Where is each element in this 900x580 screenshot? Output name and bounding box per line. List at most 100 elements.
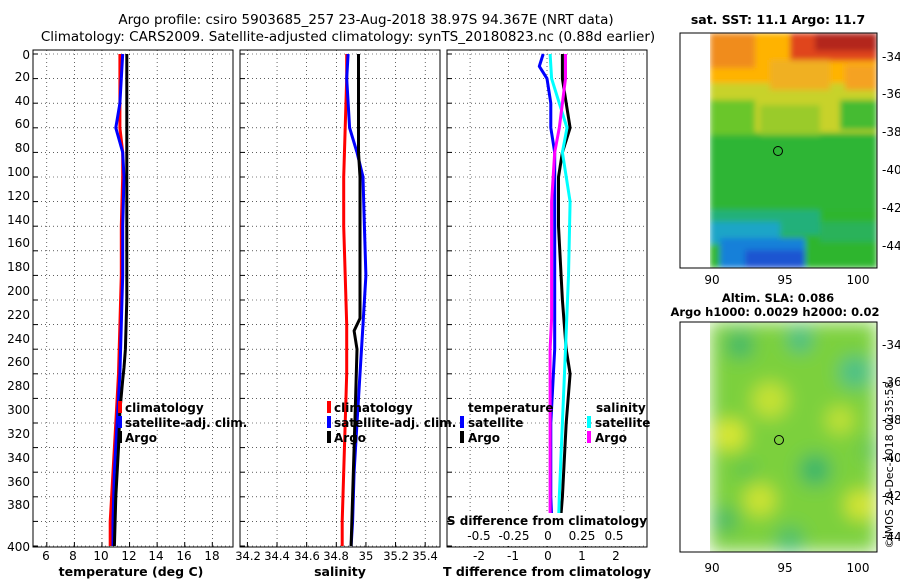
series-s-argo — [548, 54, 567, 546]
sla-lat-tick-label: -34 — [882, 338, 900, 352]
legend-label-t-satellite: satellite — [468, 416, 523, 430]
depth-tick-label: 80 — [15, 141, 30, 155]
sla-lat-tick-label: -36 — [882, 375, 900, 389]
sst-lat-tick-label: -38 — [882, 125, 900, 139]
legend-title-temperature: temperature — [468, 401, 553, 415]
salinity-tick-label: 34.8 — [323, 549, 349, 563]
depth-tick-label: 180 — [7, 260, 30, 274]
salinity-tick-label: 34.2 — [235, 549, 261, 563]
s-diff-axis-label: S difference from climatology — [447, 514, 647, 528]
sla-map-x-ticks: 90 95 100 — [704, 561, 869, 575]
legend-title-salinity: salinity — [596, 401, 646, 415]
t-diff-tick-label: 2 — [612, 549, 620, 563]
sst-lat-tick-label: -36 — [882, 87, 900, 101]
sst-lat-tick-label: -34 — [882, 50, 900, 64]
legend-label-s-satellite: satellite — [595, 416, 650, 430]
depth-tick-label: 20 — [15, 70, 30, 84]
imos-credit: ©IMOS 20-Dec-2018 02:35:58 — [883, 382, 896, 549]
depth-tick-label: 300 — [7, 403, 30, 417]
depth-tick-label: 200 — [7, 284, 30, 298]
depth-tick-label: 60 — [15, 117, 30, 131]
sst-lat-tick-label: -42 — [882, 201, 900, 215]
sla-map-image — [680, 322, 877, 552]
depth-tick-label: 100 — [7, 165, 30, 179]
salinity-x-label: salinity — [314, 564, 366, 579]
sst-lon-tick-label: 90 — [704, 273, 719, 287]
t-diff-tick-label: 1 — [578, 549, 586, 563]
depth-tick-label: 0 — [22, 48, 30, 62]
salinity-tick-label: 34.6 — [294, 549, 320, 563]
depth-tick-label: 340 — [7, 451, 30, 465]
legend-label-satellite: satellite-adj. clim. — [125, 416, 247, 430]
depth-axis: 0 20 40 60 80 100 120 140 160 180 200 22… — [7, 48, 30, 554]
temperature-tick-label: 12 — [121, 549, 136, 563]
legend-label-argo: Argo — [125, 431, 157, 445]
temperature-tick-label: 8 — [69, 549, 77, 563]
legend-swatch-argo — [118, 431, 122, 443]
salinity-legend: climatology satellite-adj. clim. Argo — [327, 401, 456, 445]
sst-lon-tick-label: 100 — [847, 273, 870, 287]
legend-swatch-argo — [327, 431, 331, 443]
difference-x-ticks: -2 -1 0 1 2 — [473, 549, 620, 563]
depth-tick-label: 240 — [7, 332, 30, 346]
t-diff-tick-label: -2 — [473, 549, 485, 563]
series-argo — [349, 54, 362, 547]
series-satellite-adj-clim- — [111, 53, 126, 546]
t-diff-tick-label: 0 — [544, 549, 552, 563]
s-diff-axis-ticks: -0.5 -0.25 0 0.25 0.5 — [467, 529, 623, 543]
temperature-panel-frame — [32, 49, 234, 548]
series-s-satellite — [548, 53, 572, 547]
depth-tick-label: 320 — [7, 427, 30, 441]
difference-legend-salinity: salinity satellite Argo — [587, 401, 650, 445]
depth-tick-label: 40 — [15, 94, 30, 108]
depth-tick-label: 380 — [7, 498, 30, 512]
s-diff-tick-label: -0.25 — [498, 529, 529, 543]
temperature-tick-label: 6 — [42, 549, 50, 563]
sst-lat-tick-label: -44 — [882, 239, 900, 253]
salinity-tick-label: 35 — [359, 549, 374, 563]
sla-map-y-ticks: -34 -36 -38 -40 -42 -44 — [882, 338, 900, 544]
legend-label-satellite: satellite-adj. clim. — [334, 416, 456, 430]
temperature-tick-label: 16 — [176, 549, 191, 563]
s-diff-tick-label: -0.5 — [467, 529, 490, 543]
sst-lat-tick-label: -40 — [882, 163, 900, 177]
s-diff-tick-label: 0.25 — [569, 529, 596, 543]
sla-lat-tick-label: -40 — [882, 451, 900, 465]
legend-swatch-s-satellite — [587, 416, 591, 428]
sla-lon-tick-label: 95 — [777, 561, 792, 575]
depth-tick-label: 280 — [7, 379, 30, 393]
sst-map-frame — [679, 32, 878, 269]
temperature-legend: climatology satellite-adj. clim. Argo — [118, 401, 247, 445]
legend-label-climatology: climatology — [125, 401, 204, 415]
sla-lon-tick-label: 90 — [704, 561, 719, 575]
t-diff-x-label: T difference from climatology — [443, 564, 651, 579]
legend-swatch-climatology — [327, 401, 331, 413]
depth-tick-label: 160 — [7, 236, 30, 250]
salinity-panel-frame — [239, 49, 441, 548]
sla-lat-tick-label: -44 — [882, 530, 900, 544]
difference-legend-temperature: temperature satellite Argo — [460, 401, 553, 445]
temperature-tick-label: 10 — [93, 549, 108, 563]
t-diff-tick-label: -1 — [507, 549, 519, 563]
temperature-tick-label: 18 — [204, 549, 219, 563]
series-climatology — [340, 54, 349, 546]
sla-map-title-line2: Argo h1000: 0.0029 h2000: 0.02 — [670, 305, 879, 319]
sst-map-title: sat. SST: 11.1 Argo: 11.7 — [691, 12, 865, 27]
sst-map-y-ticks: -34 -36 -38 -40 -42 -44 — [882, 50, 900, 253]
depth-tick-label: 360 — [7, 475, 30, 489]
depth-tick-label: 220 — [7, 308, 30, 322]
depth-tick-label: 400 — [7, 540, 30, 554]
legend-label-climatology: climatology — [334, 401, 413, 415]
salinity-x-ticks: 34.2 34.4 34.6 34.8 35 35.2 35.4 — [235, 549, 438, 563]
s-diff-tick-label: 0.5 — [604, 529, 623, 543]
legend-swatch-satellite — [118, 416, 122, 428]
legend-label-argo: Argo — [334, 431, 366, 445]
temperature-x-label: temperature (deg C) — [59, 564, 204, 579]
header-line1: Argo profile: csiro 5903685_257 23-Aug-2… — [118, 12, 613, 28]
depth-tick-label: 260 — [7, 355, 30, 369]
s-diff-axis-background — [452, 513, 642, 546]
series-t-argo — [557, 54, 572, 547]
series-layer — [108, 53, 572, 547]
sla-lat-tick-label: -42 — [882, 489, 900, 503]
sst-map-x-ticks: 90 95 100 — [704, 273, 869, 287]
